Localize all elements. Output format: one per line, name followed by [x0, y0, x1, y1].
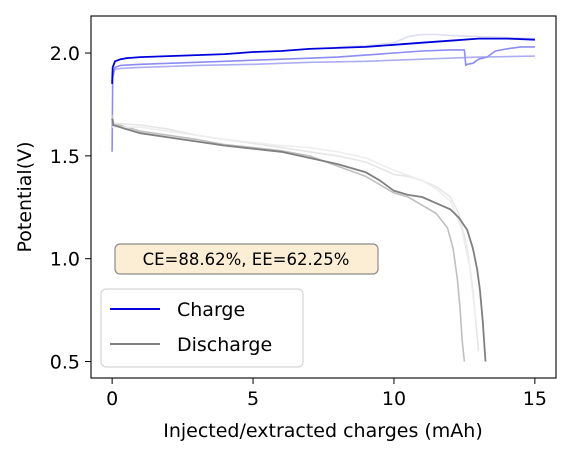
y-tick-label: 1.0 [50, 249, 80, 271]
ticks-layer: 0 5 10 15 0.5 1.0 1.5 2.0 [50, 43, 547, 410]
x-tick-label: 10 [382, 388, 406, 410]
y-tick-label: 1.5 [50, 146, 80, 168]
annotation-text: CE=88.62%, EE=62.25% [143, 250, 350, 269]
discharge-curve-4 [111, 118, 487, 362]
y-tick-label: 2.0 [50, 43, 80, 65]
legend-label-discharge: Discharge [177, 334, 272, 356]
charge-curve-2 [111, 55, 535, 74]
annotation-box: CE=88.62%, EE=62.25% [114, 243, 379, 275]
x-tick-label: 15 [523, 388, 547, 410]
y-axis-label: Potential(V) [14, 141, 36, 252]
x-tick-label: 5 [247, 388, 259, 410]
legend: Charge Discharge [100, 288, 304, 368]
x-tick-label: 0 [106, 388, 118, 410]
y-tick-label: 0.5 [50, 352, 80, 374]
discharge-curve-5 [111, 114, 466, 362]
series-layer [111, 33, 535, 362]
legend-label-charge: Charge [177, 299, 245, 321]
x-axis-label: Injected/extracted charges (mAh) [163, 420, 483, 442]
plot-frame [90, 15, 557, 379]
annotation-background [114, 243, 379, 275]
discharge-curve-7 [112, 126, 477, 321]
charge-curve-3 [337, 33, 535, 48]
charge-curve-0 [111, 37, 535, 84]
